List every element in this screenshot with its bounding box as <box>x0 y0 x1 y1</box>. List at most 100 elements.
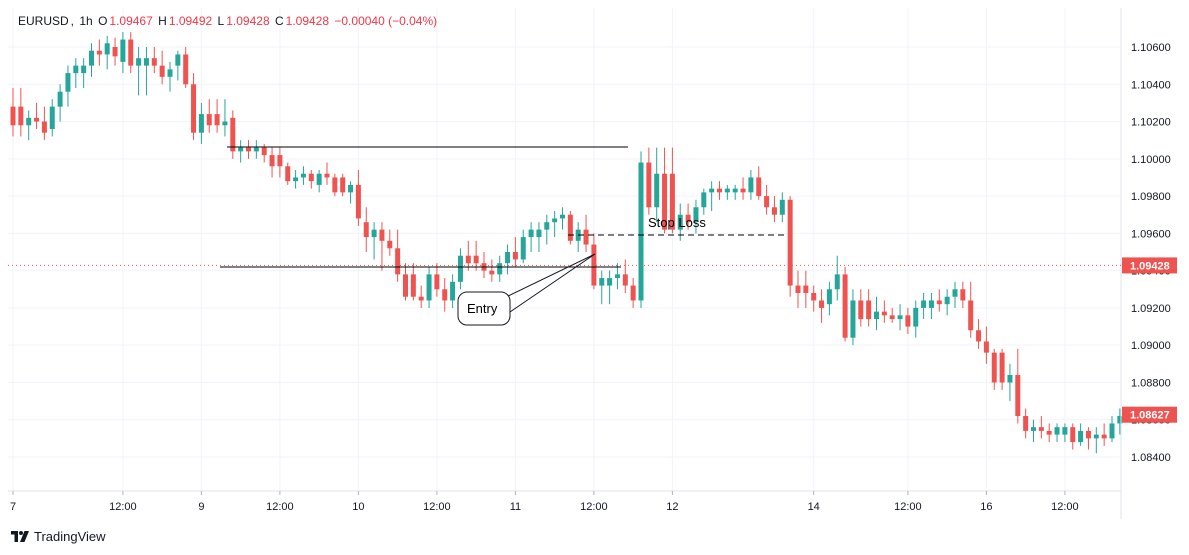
candle[interactable] <box>881 300 887 323</box>
candle[interactable] <box>544 214 550 245</box>
candle[interactable] <box>646 147 652 215</box>
candle[interactable] <box>591 233 597 290</box>
candle[interactable] <box>434 263 440 297</box>
candle[interactable] <box>787 196 793 297</box>
candle[interactable] <box>764 184 770 215</box>
candle[interactable] <box>151 47 157 74</box>
candle[interactable] <box>159 50 165 85</box>
candle[interactable] <box>410 263 416 301</box>
candle[interactable] <box>136 47 142 96</box>
candle[interactable] <box>112 37 118 66</box>
candle[interactable] <box>520 229 526 264</box>
candle[interactable] <box>222 99 228 137</box>
candle[interactable] <box>1117 408 1123 435</box>
candle[interactable] <box>1085 427 1091 450</box>
candle[interactable] <box>371 222 377 260</box>
candle[interactable] <box>1015 348 1021 424</box>
candle[interactable] <box>497 255 503 282</box>
candle[interactable] <box>457 248 463 290</box>
candle[interactable] <box>756 166 762 200</box>
candle[interactable] <box>607 270 613 305</box>
candle[interactable] <box>214 99 220 133</box>
candle[interactable] <box>638 151 644 308</box>
candle[interactable] <box>89 43 94 77</box>
candle[interactable] <box>858 289 864 327</box>
candle[interactable] <box>630 278 636 308</box>
candle[interactable] <box>842 266 848 342</box>
candle[interactable] <box>936 289 942 312</box>
candle[interactable] <box>724 184 730 200</box>
candle[interactable] <box>1031 419 1036 443</box>
candle[interactable] <box>622 259 628 293</box>
candle[interactable] <box>944 289 950 316</box>
candle[interactable] <box>599 270 605 305</box>
candle[interactable] <box>654 147 660 223</box>
candle[interactable] <box>489 259 495 282</box>
candle[interactable] <box>316 170 322 193</box>
candle[interactable] <box>662 147 668 234</box>
candle[interactable] <box>426 266 432 308</box>
candle[interactable] <box>960 281 966 308</box>
candle[interactable] <box>355 170 361 226</box>
candle[interactable] <box>73 58 79 88</box>
candle[interactable] <box>96 39 102 66</box>
candle[interactable] <box>811 285 817 312</box>
candle[interactable] <box>819 289 825 323</box>
candle[interactable] <box>26 110 32 141</box>
candle[interactable] <box>277 147 283 178</box>
candle[interactable] <box>913 300 919 338</box>
candle[interactable] <box>300 166 306 185</box>
candle[interactable] <box>874 296 879 331</box>
candle[interactable] <box>120 32 126 74</box>
candle[interactable] <box>246 140 251 159</box>
candle[interactable] <box>583 214 589 252</box>
candle[interactable] <box>693 199 699 234</box>
candle[interactable] <box>206 99 212 133</box>
candle[interactable] <box>324 162 330 185</box>
candle[interactable] <box>732 184 738 200</box>
candle[interactable] <box>18 88 24 137</box>
candle[interactable] <box>889 307 895 323</box>
candle[interactable] <box>536 222 542 252</box>
candle[interactable] <box>897 304 903 331</box>
candle[interactable] <box>575 222 581 252</box>
candle[interactable] <box>450 274 456 308</box>
candle[interactable] <box>1062 423 1068 443</box>
candle[interactable] <box>293 170 299 189</box>
candle[interactable] <box>512 237 518 267</box>
candle[interactable] <box>65 65 71 107</box>
candle[interactable] <box>528 222 534 252</box>
candle[interactable] <box>834 255 840 301</box>
candle[interactable] <box>175 50 181 81</box>
candle[interactable] <box>403 263 408 301</box>
candle[interactable] <box>379 222 385 271</box>
candle[interactable] <box>1078 423 1084 446</box>
tradingview-brand[interactable]: TradingView <box>11 529 106 544</box>
candle[interactable] <box>685 203 691 230</box>
candle[interactable] <box>387 229 393 256</box>
candle[interactable] <box>128 32 134 74</box>
candle[interactable] <box>991 348 997 390</box>
candle[interactable] <box>10 88 16 137</box>
candle[interactable] <box>928 293 934 320</box>
candle[interactable] <box>191 73 197 141</box>
candle[interactable] <box>34 102 40 129</box>
candle[interactable] <box>1109 416 1115 443</box>
candle[interactable] <box>921 293 927 320</box>
candle[interactable] <box>905 307 911 334</box>
candle[interactable] <box>1101 423 1107 446</box>
candle[interactable] <box>976 319 982 349</box>
candle[interactable] <box>308 170 314 189</box>
candle[interactable] <box>340 173 346 197</box>
candle[interactable] <box>238 140 244 163</box>
candle[interactable] <box>198 102 204 144</box>
candle[interactable] <box>740 177 746 200</box>
candle[interactable] <box>560 207 565 230</box>
candle[interactable] <box>285 162 291 185</box>
candle[interactable] <box>999 348 1005 390</box>
candle[interactable] <box>1093 427 1099 454</box>
candle[interactable] <box>709 181 715 211</box>
candle[interactable] <box>104 35 110 70</box>
candle[interactable] <box>1007 363 1013 402</box>
